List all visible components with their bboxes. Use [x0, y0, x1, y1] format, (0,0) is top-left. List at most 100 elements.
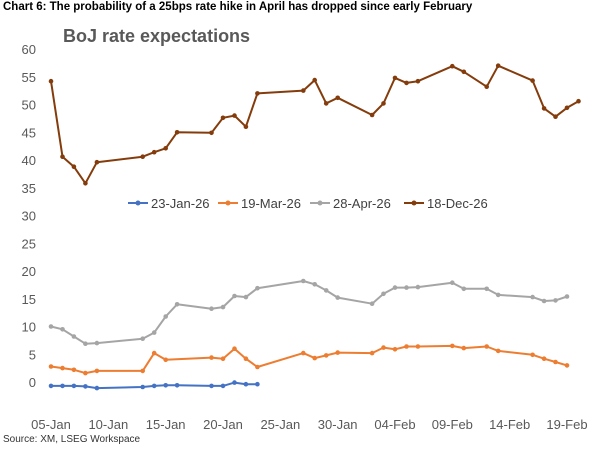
data-point: [94, 368, 100, 374]
data-point: [140, 336, 145, 342]
legend-label: 28-Apr-26: [333, 196, 391, 211]
y-tick-label: 5: [29, 347, 36, 362]
data-point: [541, 298, 547, 304]
data-point: [83, 370, 88, 376]
data-point: [495, 292, 501, 298]
y-tick-label: 0: [29, 375, 36, 390]
x-tick-label: 14-Feb: [489, 417, 530, 432]
data-point: [83, 341, 88, 347]
data-point: [392, 75, 398, 81]
x-tick-label: 10-Jan: [88, 417, 128, 432]
data-point: [71, 164, 77, 169]
y-tick-label: 55: [22, 70, 36, 85]
data-point: [163, 357, 168, 363]
chart-caption: Chart 6: The probability of a 25bps rate…: [3, 1, 473, 13]
x-tick-label: 19-Feb: [546, 417, 587, 432]
data-point: [381, 101, 386, 106]
data-point: [530, 294, 535, 300]
data-point: [140, 384, 145, 390]
x-tick-label: 04-Feb: [374, 417, 415, 432]
x-tick-label: 20-Jan: [203, 417, 243, 432]
data-point: [140, 368, 145, 374]
y-tick-label: 30: [22, 209, 36, 224]
data-point: [71, 367, 77, 373]
data-point: [415, 284, 421, 290]
data-point: [60, 327, 65, 332]
series-line: [50, 280, 568, 345]
data-point: [335, 350, 341, 355]
y-tick-label: 25: [22, 236, 36, 251]
series-18-Dec-26: [48, 63, 581, 186]
data-point: [530, 352, 535, 358]
data-point: [312, 282, 318, 287]
data-point: [404, 344, 409, 349]
data-point: [450, 343, 455, 349]
legend-marker: [411, 200, 417, 206]
data-point: [369, 350, 375, 356]
data-point: [232, 380, 237, 385]
data-point: [94, 159, 100, 165]
data-point: [60, 365, 65, 371]
data-point: [71, 383, 77, 389]
data-point: [209, 130, 214, 136]
data-point: [484, 344, 490, 349]
data-point: [174, 302, 180, 307]
data-point: [220, 304, 226, 310]
data-point: [220, 356, 226, 362]
legend-label: 19-Mar-26: [241, 196, 301, 211]
data-point: [163, 314, 168, 319]
y-tick-label: 10: [22, 320, 36, 335]
legend-item: 28-Apr-26: [310, 196, 391, 211]
data-point: [484, 84, 490, 89]
data-point: [243, 124, 249, 129]
data-point: [255, 91, 260, 96]
legend-item: 19-Mar-26: [218, 196, 301, 211]
legend-marker: [135, 200, 141, 206]
data-point: [404, 80, 409, 86]
data-point: [151, 383, 157, 389]
data-point: [94, 340, 100, 346]
data-point: [255, 285, 260, 291]
data-point: [323, 353, 329, 358]
data-point: [564, 105, 570, 111]
data-point: [484, 286, 490, 292]
data-point: [48, 78, 54, 84]
data-point: [83, 384, 88, 389]
legend-item: 23-Jan-26: [128, 196, 210, 211]
data-point: [323, 101, 329, 106]
data-point: [564, 363, 570, 368]
data-point: [243, 381, 249, 387]
data-point: [541, 106, 547, 111]
data-point: [553, 298, 558, 303]
source-note: Source: XM, LSEG Workspace: [3, 434, 141, 445]
y-tick-label: 40: [22, 153, 36, 168]
y-tick-label: 20: [22, 264, 36, 279]
data-point: [71, 334, 77, 339]
data-point: [232, 113, 237, 118]
data-point: [209, 355, 214, 360]
data-point: [163, 146, 168, 151]
x-tick-label: 05-Jan: [31, 417, 71, 432]
series-19-Mar-26: [48, 343, 570, 376]
data-point: [381, 345, 386, 350]
data-point: [301, 278, 306, 284]
y-tick-label: 15: [22, 292, 36, 307]
data-point: [369, 301, 375, 307]
data-point: [151, 149, 157, 155]
data-point: [232, 293, 237, 299]
data-point: [209, 306, 214, 312]
data-point: [461, 286, 467, 292]
y-tick-label: 45: [22, 125, 36, 140]
x-tick-label: 30-Jan: [318, 417, 358, 432]
data-point: [576, 98, 581, 104]
data-point: [151, 350, 157, 356]
data-point: [530, 78, 535, 83]
data-point: [255, 381, 260, 387]
data-point: [60, 383, 65, 389]
data-point: [461, 345, 467, 351]
data-point: [553, 359, 558, 365]
legend-label: 18-Dec-26: [427, 196, 488, 211]
data-point: [60, 154, 65, 159]
series-line: [50, 344, 568, 375]
